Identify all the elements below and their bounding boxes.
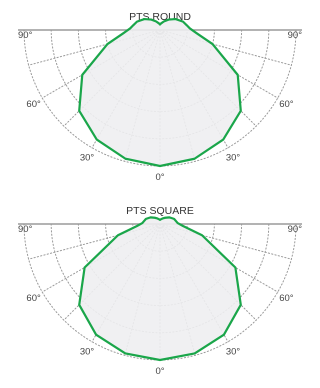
angle-label: 0° [155, 172, 164, 183]
polar-chart-round-svg: PTS ROUND 90°60°30°0°30°60°90° [18, 11, 302, 183]
grid-ring-5 [23, 223, 297, 361]
angle-labels: 90° 60° 30° 0° 30° 60° 90° [18, 224, 302, 377]
polar-chart-round: PTS ROUND 90° 60° 30° 0° 30° 60° 90° [18, 11, 302, 183]
polar-chart-square: PTS SQUARE 90° 60° 30° 0° 30° 60° 90° [0, 194, 320, 388]
grid-spoke [159, 223, 292, 260]
angle-label: 30° [226, 346, 241, 357]
angle-label: 60° [279, 293, 294, 304]
angle-label: 60° [279, 99, 294, 110]
grid-ring-3 [77, 223, 243, 307]
angle-label: 0° [155, 366, 164, 377]
chart-title: PTS SQUARE [126, 205, 194, 217]
grid-ring-5 [23, 29, 297, 167]
series-trace-1 [78, 17, 242, 168]
angle-label: 90° [288, 224, 303, 235]
grid-ring-3 [77, 29, 243, 113]
grid-spoke [159, 29, 292, 66]
angle-labels: 90° 60° 30° 0° 30° 60° 90° [18, 30, 302, 183]
angle-label: 60° [26, 99, 41, 110]
polar-trace-layer [78, 216, 242, 362]
polar-trace-layer [78, 17, 242, 168]
grid-spoke [28, 223, 161, 260]
grid-spoke [28, 29, 161, 66]
angle-label: 90° [18, 224, 33, 235]
angle-label: 90° [288, 30, 303, 41]
angle-label: 30° [226, 152, 241, 163]
angle-label: 30° [80, 152, 95, 163]
angle-label: 60° [26, 293, 41, 304]
series-trace-1 [78, 216, 242, 362]
angle-label: 90° [18, 30, 33, 41]
polar-chart-square-svg: PTS SQUARE 90° 60° 30° 0° 30° 60° 90° [18, 205, 302, 377]
angle-label: 30° [80, 346, 95, 357]
